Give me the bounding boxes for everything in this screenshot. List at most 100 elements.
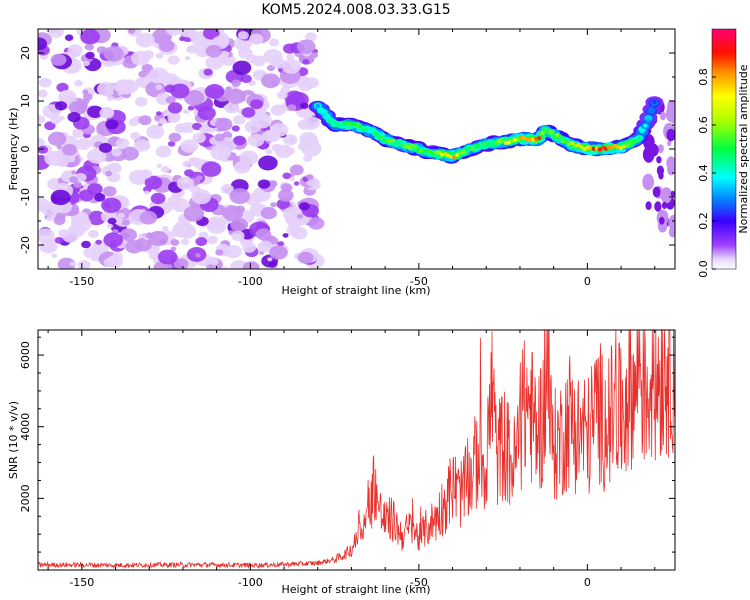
noise-blob: [97, 81, 116, 97]
noise-blob: [660, 111, 666, 121]
noise-blob: [99, 107, 115, 119]
ridge-cell: [543, 128, 548, 133]
snr-ticks: -150 -100 -50 0 2000 4000 6000: [19, 330, 675, 589]
ridge-cell: [470, 147, 475, 152]
noise-blob: [148, 230, 169, 247]
ridge-cell: [579, 145, 584, 150]
noise-blob: [255, 228, 272, 241]
ridge-cell: [427, 149, 433, 154]
noise-blob: [82, 60, 90, 67]
noise-blob: [242, 261, 260, 269]
snr-line: [38, 330, 675, 570]
noise-blob: [135, 32, 155, 48]
noise-blob: [233, 135, 246, 146]
noise-blob: [174, 123, 188, 134]
noise-blob: [264, 129, 281, 142]
noise-blob: [168, 76, 181, 86]
noise-blob: [38, 145, 48, 154]
noise-blob: [134, 237, 152, 252]
noise-blob: [192, 122, 202, 131]
ridge-cell: [637, 136, 642, 141]
noise-blob: [44, 121, 56, 131]
noise-blob: [258, 155, 278, 171]
noise-blob: [220, 50, 230, 59]
noise-blob: [277, 189, 294, 202]
ridge-cell: [640, 129, 645, 134]
noise-blob: [215, 117, 233, 132]
noise-blob: [196, 175, 203, 181]
noise-blob: [128, 29, 136, 34]
noise-blob: [102, 186, 117, 197]
noise-blob: [82, 89, 89, 95]
noise-blob: [657, 144, 664, 154]
ridge-cell: [376, 134, 381, 138]
noise-blob: [197, 106, 216, 121]
noise-blob: [105, 170, 112, 177]
noise-blob: [269, 245, 288, 260]
noise-blob: [38, 228, 55, 243]
noise-blob: [244, 120, 262, 134]
noise-blob: [144, 175, 163, 190]
noise-blob: [173, 258, 189, 269]
noise-blob: [180, 139, 199, 153]
noise-blob: [270, 202, 277, 208]
noise-blob: [155, 52, 164, 59]
noise-blob: [229, 188, 250, 205]
noise-blob: [666, 128, 675, 142]
noise-blob: [296, 214, 303, 219]
noise-blob: [246, 54, 258, 64]
noise-blob: [308, 217, 325, 230]
noise-blob: [277, 241, 285, 247]
noise-blob: [170, 83, 190, 99]
snr-ytick-label: 6000: [19, 341, 32, 369]
noise-blob: [130, 132, 141, 141]
colorbar-tick-label: 0.6: [697, 116, 710, 134]
noise-blob: [38, 137, 45, 148]
colorbar-ticks: 0.0 0.2 0.4 0.6 0.8: [697, 68, 716, 278]
noise-blob: [158, 39, 175, 52]
noise-blob: [38, 37, 48, 51]
noise-blob: [57, 257, 76, 269]
noise-blob: [103, 257, 117, 268]
noise-blob: [660, 187, 672, 204]
noise-blob: [51, 253, 57, 258]
noise-blob: [298, 202, 310, 211]
noise-blob: [305, 32, 317, 42]
noise-blob: [225, 86, 232, 92]
ridge-cell: [558, 134, 563, 139]
spectrogram-ytick-label: 20: [19, 46, 32, 60]
noise-blob: [72, 128, 85, 138]
noise-blob: [284, 214, 297, 225]
spectrogram-ytick-label: 0: [19, 146, 32, 153]
noise-blob: [210, 144, 232, 161]
ridge-cell: [327, 118, 333, 123]
spectrogram-ytick-label: -20: [19, 236, 32, 254]
noise-blob: [203, 29, 220, 40]
noise-blob: [114, 79, 133, 94]
ridge-cell: [570, 140, 575, 145]
noise-blob: [86, 148, 107, 164]
noise-blob: [64, 34, 74, 41]
noise-blob: [267, 257, 273, 262]
noise-blob: [67, 112, 81, 123]
noise-blob: [150, 192, 166, 205]
noise-blob: [668, 202, 673, 209]
noise-blob: [165, 29, 183, 36]
snr-xtick-label: -100: [238, 576, 263, 589]
noise-blob: [75, 138, 92, 151]
snr-ylabel: SNR (10 * v/v): [7, 401, 20, 479]
noise-blob: [85, 51, 95, 60]
noise-blob: [88, 229, 99, 239]
noise-blob: [62, 229, 79, 243]
noise-blob: [239, 150, 259, 166]
ridge-cell: [488, 140, 493, 145]
noise-blob: [112, 252, 123, 261]
noise-blob: [180, 238, 190, 246]
noise-blob: [54, 101, 68, 111]
spectrogram-ytick-label: -10: [19, 188, 32, 206]
noise-blob: [656, 156, 662, 164]
noise-blob: [98, 142, 113, 153]
noise-blob: [87, 105, 104, 119]
noise-blob: [282, 172, 292, 180]
noise-blob: [168, 132, 182, 143]
